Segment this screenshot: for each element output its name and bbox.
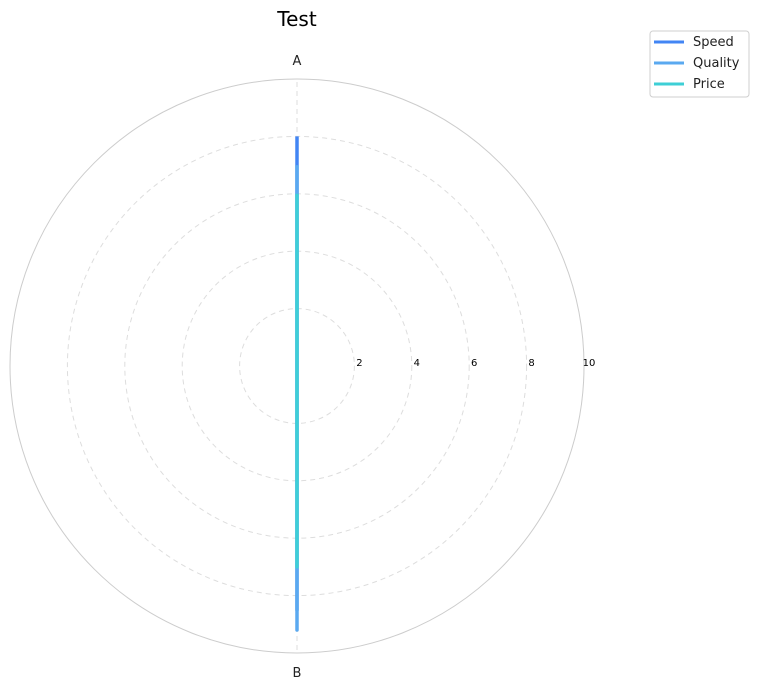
legend-item-price[interactable]: Price bbox=[654, 77, 725, 92]
legend-label-price: Price bbox=[693, 77, 725, 92]
outer-frame bbox=[9, 78, 585, 654]
legend[interactable]: Speed Quality Price bbox=[649, 30, 750, 98]
legend-label-quality: Quality bbox=[693, 56, 740, 71]
axis-label-a: A bbox=[293, 54, 302, 69]
radial-tick-label: 10 bbox=[583, 358, 596, 369]
radial-tick-labels: 2 4 6 8 10 bbox=[356, 358, 595, 369]
legend-item-speed[interactable]: Speed bbox=[654, 35, 734, 50]
legend-item-quality[interactable]: Quality bbox=[654, 56, 740, 71]
legend-label-speed: Speed bbox=[693, 35, 734, 50]
radial-tick-label: 2 bbox=[356, 358, 362, 369]
chart-title: Test bbox=[276, 7, 317, 31]
radial-tick-label: 8 bbox=[528, 358, 534, 369]
legend-box bbox=[649, 30, 750, 98]
radial-tick-label: 4 bbox=[414, 358, 420, 369]
radial-tick-label: 6 bbox=[471, 358, 477, 369]
axis-label-b: B bbox=[293, 666, 302, 681]
